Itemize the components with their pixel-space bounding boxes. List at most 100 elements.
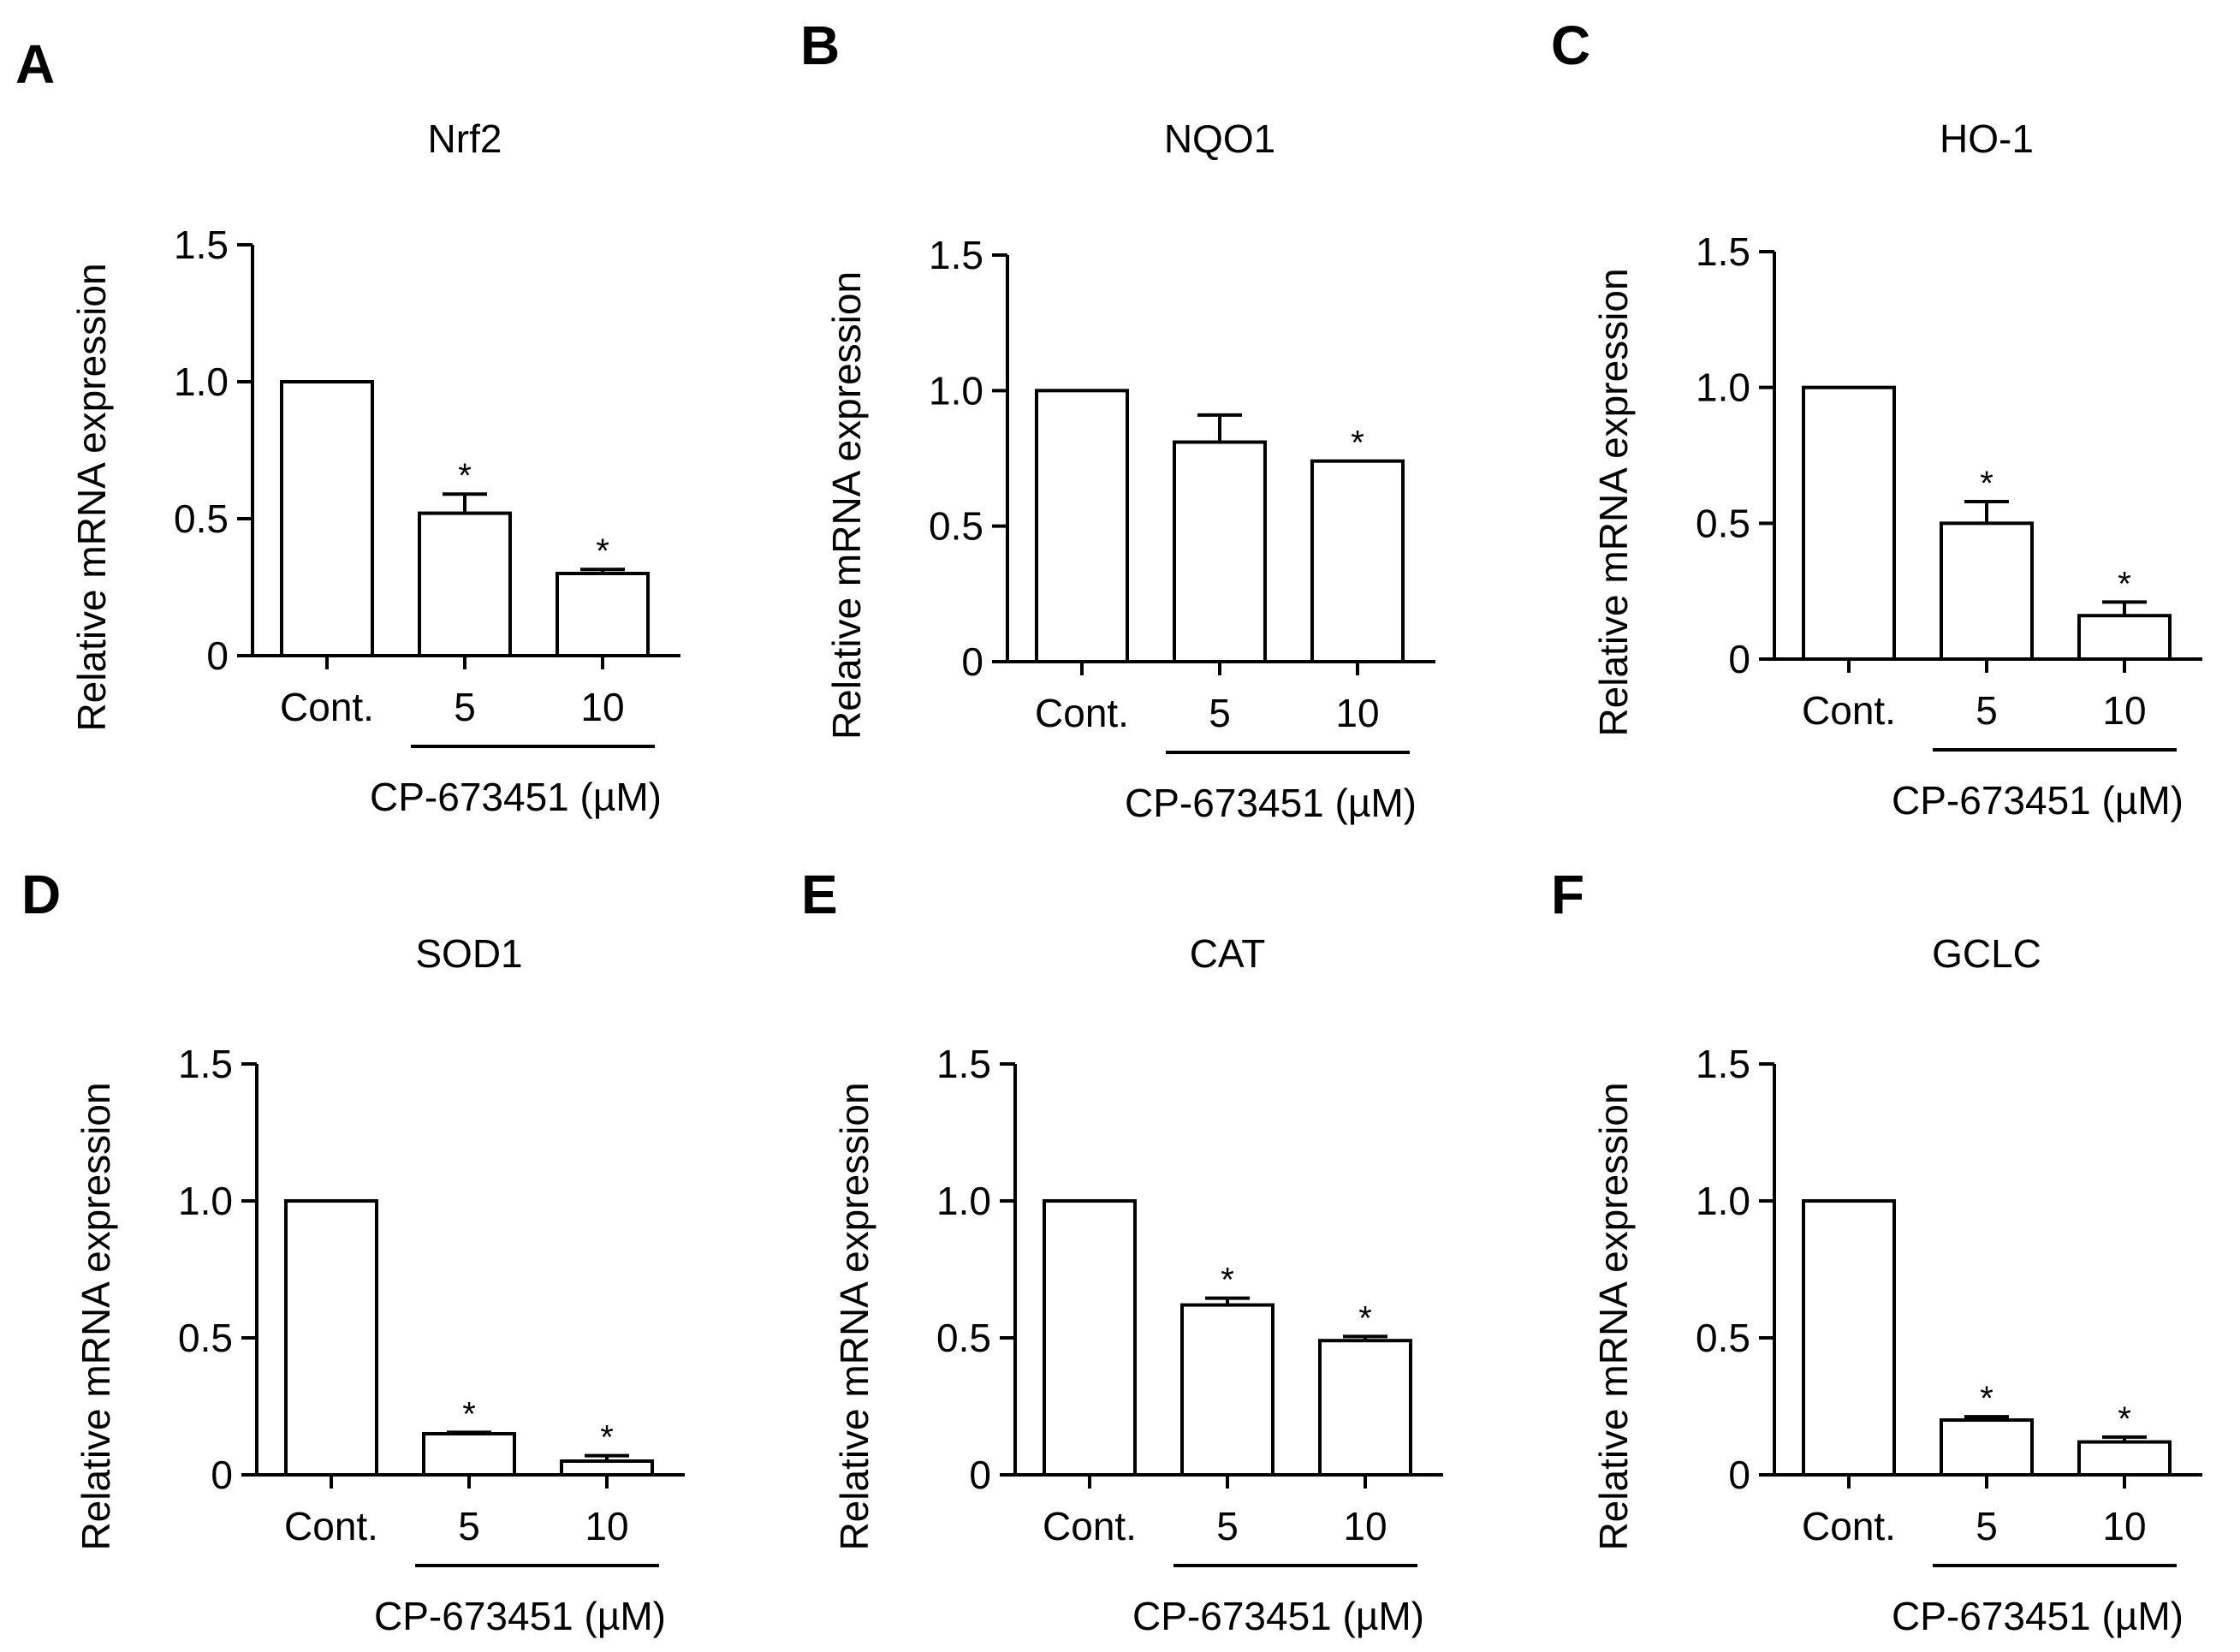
y-axis-title: Relative mRNA expression: [74, 1082, 118, 1550]
y-tick-label: 1.5: [1696, 1042, 1750, 1086]
chart-panel-d: D SOD1 0 0.5 1.0 1.5 Relative mRNA expression C…: [21, 864, 685, 1638]
x-category-label: 5: [1976, 1504, 1998, 1548]
bar-sod1-3: [560, 1459, 654, 1477]
y-tick-label: 0: [1728, 637, 1750, 681]
bar-ho-1-3: [2077, 614, 2172, 662]
y-tick-label: 0.5: [1696, 501, 1750, 545]
bar-nrf2-3: [556, 572, 650, 657]
chart-panel-e: E CAT 0 0.5 1.0 1.5 Relative mRNA expression Co…: [801, 864, 1443, 1638]
x-category-label: 10: [1343, 1504, 1387, 1548]
bar-gclc-3: [2077, 1440, 2172, 1477]
significance-star: *: [1980, 465, 1993, 502]
chart-title: NQO1: [1164, 116, 1275, 161]
bar-ho-1-2: [1940, 521, 2034, 661]
group-label: CP-673451 (µM): [374, 1594, 666, 1638]
y-axis-title: Relative mRNA expression: [69, 263, 114, 731]
bar-nqo1-2: [1173, 440, 1267, 663]
y-tick-label: 0: [1728, 1453, 1750, 1497]
significance-star: *: [462, 1395, 476, 1433]
significance-star: *: [1980, 1380, 1993, 1417]
bar-nqo1-1: [1035, 389, 1129, 663]
group-label: CP-673451 (µM): [1892, 778, 2184, 823]
significance-star: *: [1358, 1299, 1372, 1337]
bar-ho-1-1: [1802, 385, 1896, 661]
y-tick-label: 0.5: [936, 1316, 991, 1360]
significance-star: *: [458, 457, 472, 495]
x-category-label: 5: [458, 1504, 480, 1548]
significance-star: *: [600, 1419, 614, 1457]
significance-star: *: [1351, 425, 1364, 462]
bar-cat-2: [1180, 1303, 1274, 1477]
x-category-label: Cont.: [284, 1504, 378, 1548]
panel-letter: A: [15, 33, 55, 95]
y-axis-title: Relative mRNA expression: [1591, 1082, 1636, 1550]
y-tick-label: 0: [211, 1453, 233, 1497]
x-category-label: 10: [580, 685, 624, 729]
y-tick-label: 0.5: [1696, 1316, 1750, 1360]
x-category-label: 10: [585, 1504, 628, 1548]
bar-gclc-2: [1940, 1418, 2034, 1477]
bar-sod1-1: [284, 1199, 378, 1477]
y-axis-title: Relative mRNA expression: [1591, 268, 1636, 736]
bar-cat-3: [1318, 1339, 1412, 1477]
bar-gclc-1: [1802, 1199, 1896, 1477]
significance-star: *: [596, 532, 609, 570]
x-category-label: Cont.: [1035, 691, 1129, 735]
x-category-label: 5: [1216, 1504, 1239, 1548]
y-tick-label: 0.5: [178, 1316, 233, 1360]
y-tick-label: 1.5: [936, 1042, 991, 1086]
chart-title: Nrf2: [428, 116, 502, 161]
y-tick-label: 1.5: [174, 223, 229, 267]
panel-letter: E: [801, 864, 838, 925]
y-tick-label: 1.5: [1696, 229, 1750, 274]
y-tick-label: 1.5: [929, 233, 983, 277]
y-tick-label: 0: [961, 639, 983, 684]
y-tick-label: 1.0: [1696, 1179, 1750, 1223]
x-category-label: Cont.: [280, 685, 374, 729]
bar-cat-1: [1043, 1199, 1137, 1477]
chart-title: HO-1: [1940, 116, 2034, 161]
group-label: CP-673451 (µM): [1892, 1594, 2184, 1638]
panel-letter: B: [800, 15, 840, 76]
chart-panel-b: B NQO1 0 0.5 1.0 1.5 Relative mRNA expression C…: [800, 15, 1435, 825]
y-tick-label: 1.0: [936, 1179, 991, 1223]
y-axis-title: Relative mRNA expression: [824, 271, 869, 740]
panel-letter: D: [21, 864, 61, 925]
bar-nrf2-1: [280, 380, 374, 657]
chart-panel-a: A Nrf2 0 0.5 1.0 1.5 Relative mRNA expression C…: [15, 33, 680, 819]
group-label: CP-673451 (µM): [370, 775, 662, 819]
y-tick-label: 0.5: [174, 496, 229, 541]
y-tick-label: 1.0: [929, 368, 983, 413]
bar-nrf2-2: [418, 511, 512, 657]
chart-title: SOD1: [415, 931, 522, 976]
chart-title: GCLC: [1932, 931, 2041, 976]
significance-star: *: [1221, 1262, 1234, 1299]
y-tick-label: 1.5: [178, 1042, 233, 1086]
x-category-label: 5: [454, 685, 476, 729]
significance-star: *: [2118, 1400, 2131, 1438]
chart-title: CAT: [1190, 931, 1266, 976]
y-tick-label: 0: [206, 633, 229, 678]
chart-panel-f: F GCLC 0 0.5 1.0 1.5 Relative mRNA expression C…: [1551, 864, 2202, 1638]
chart-panel-c: C HO-1 0 0.5 1.0 1.5 Relative mRNA expression C…: [1551, 15, 2202, 823]
y-tick-label: 1.0: [1696, 365, 1750, 410]
y-tick-label: 0.5: [929, 504, 983, 549]
y-tick-label: 1.0: [178, 1179, 233, 1223]
x-category-label: Cont.: [1802, 1504, 1896, 1548]
bar-sod1-2: [422, 1432, 516, 1477]
x-category-label: 10: [1335, 691, 1379, 735]
x-category-label: 10: [2102, 1504, 2146, 1548]
group-label: CP-673451 (µM): [1132, 1594, 1424, 1638]
group-label: CP-673451 (µM): [1125, 781, 1417, 825]
significance-star: *: [2118, 565, 2131, 603]
panel-letter: C: [1551, 15, 1590, 76]
x-category-label: 5: [1209, 691, 1231, 735]
x-category-label: Cont.: [1043, 1504, 1137, 1548]
y-tick-label: 0: [969, 1453, 991, 1497]
x-category-label: 5: [1976, 688, 1998, 733]
x-category-label: Cont.: [1802, 688, 1896, 733]
y-tick-label: 1.0: [174, 360, 229, 404]
x-category-label: 10: [2102, 688, 2146, 733]
panel-letter: F: [1551, 864, 1584, 925]
